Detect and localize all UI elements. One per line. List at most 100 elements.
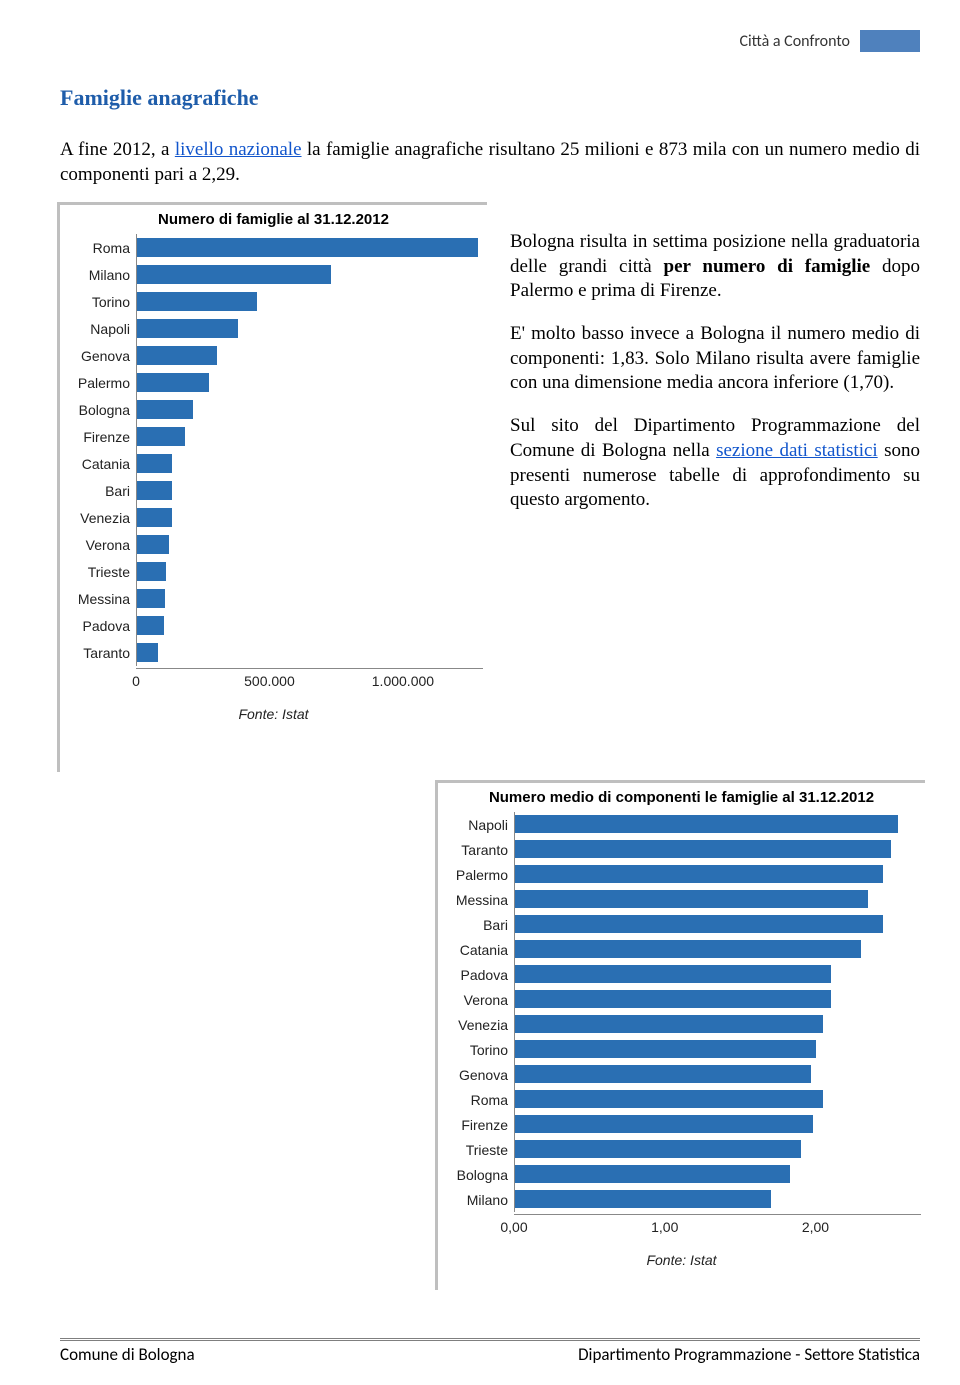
bar-area bbox=[136, 234, 483, 261]
bar bbox=[515, 940, 861, 958]
bar-label: Verona bbox=[442, 992, 514, 1008]
bar bbox=[515, 965, 831, 983]
bar-area bbox=[514, 1037, 921, 1062]
bar-row: Torino bbox=[442, 1037, 921, 1062]
bar-label: Trieste bbox=[442, 1142, 514, 1158]
body-link[interactable]: sezione dati statistici bbox=[716, 440, 878, 461]
bar-label: Palermo bbox=[64, 375, 136, 391]
bar-area bbox=[136, 639, 483, 666]
bar-area bbox=[136, 369, 483, 396]
bar-label: Padova bbox=[64, 618, 136, 634]
bar-row: Catania bbox=[64, 450, 483, 477]
bar bbox=[515, 1115, 813, 1133]
bar bbox=[137, 265, 331, 284]
axis-tick: 2,00 bbox=[802, 1219, 829, 1235]
bar-label: Taranto bbox=[442, 842, 514, 858]
chart-componenti: Numero medio di componenti le famiglie a… bbox=[435, 780, 925, 1290]
axis-tick: 1.000.000 bbox=[372, 673, 434, 689]
bar-row: Bologna bbox=[64, 396, 483, 423]
chart-famiglie: Numero di famiglie al 31.12.2012 RomaMil… bbox=[57, 202, 487, 772]
bar-row: Milano bbox=[442, 1187, 921, 1212]
body-p2: E' molto basso invece a Bologna il numer… bbox=[510, 322, 920, 396]
page-footer: Comune di Bologna Dipartimento Programma… bbox=[60, 1338, 920, 1365]
bar bbox=[137, 373, 209, 392]
bar-label: Messina bbox=[64, 591, 136, 607]
bar-label: Taranto bbox=[64, 645, 136, 661]
bar-area bbox=[514, 862, 921, 887]
bar-row: Venezia bbox=[64, 504, 483, 531]
bar bbox=[515, 815, 898, 833]
intro-paragraph: A fine 2012, a livello nazionale la fami… bbox=[60, 138, 920, 187]
bar-label: Milano bbox=[442, 1192, 514, 1208]
bar-area bbox=[136, 585, 483, 612]
bar-row: Firenze bbox=[442, 1112, 921, 1137]
bar-label: Napoli bbox=[442, 817, 514, 833]
bar-label: Roma bbox=[64, 240, 136, 256]
bar-row: Napoli bbox=[442, 812, 921, 837]
bar-label: Firenze bbox=[442, 1117, 514, 1133]
bar bbox=[515, 890, 868, 908]
bar-area bbox=[136, 504, 483, 531]
bar-area bbox=[514, 887, 921, 912]
bar-row: Messina bbox=[64, 585, 483, 612]
bar-label: Padova bbox=[442, 967, 514, 983]
bar-area bbox=[514, 1162, 921, 1187]
bar-area bbox=[514, 987, 921, 1012]
bar-label: Genova bbox=[442, 1067, 514, 1083]
bar-row: Genova bbox=[64, 342, 483, 369]
bar-row: Catania bbox=[442, 937, 921, 962]
bar-area bbox=[136, 315, 483, 342]
bar-area bbox=[136, 423, 483, 450]
bar-label: Torino bbox=[442, 1042, 514, 1058]
bar-area bbox=[514, 837, 921, 862]
axis-tick: 0 bbox=[132, 673, 140, 689]
bar-row: Messina bbox=[442, 887, 921, 912]
bar-row: Roma bbox=[64, 234, 483, 261]
bar-row: Bari bbox=[442, 912, 921, 937]
footer-right: Dipartimento Programmazione - Settore St… bbox=[578, 1344, 920, 1365]
bar-area bbox=[514, 1187, 921, 1212]
bar bbox=[515, 1165, 790, 1183]
bar-row: Torino bbox=[64, 288, 483, 315]
bar-label: Trieste bbox=[64, 564, 136, 580]
bar-row: Padova bbox=[442, 962, 921, 987]
bar bbox=[137, 481, 172, 500]
bar bbox=[137, 454, 172, 473]
bar bbox=[137, 562, 166, 581]
bar bbox=[137, 319, 238, 338]
bar-area bbox=[136, 450, 483, 477]
bar-row: Trieste bbox=[64, 558, 483, 585]
bar-area bbox=[136, 261, 483, 288]
bar-area bbox=[514, 937, 921, 962]
header-text: Città a Confronto bbox=[739, 32, 850, 51]
bar-label: Palermo bbox=[442, 867, 514, 883]
bar-label: Roma bbox=[442, 1092, 514, 1108]
section-title: Famiglie anagrafiche bbox=[60, 85, 259, 111]
bar-row: Genova bbox=[442, 1062, 921, 1087]
bar-area bbox=[514, 962, 921, 987]
bar-row: Trieste bbox=[442, 1137, 921, 1162]
bar-row: Padova bbox=[64, 612, 483, 639]
bar-row: Taranto bbox=[442, 837, 921, 862]
bar-area bbox=[136, 342, 483, 369]
footer-left: Comune di Bologna bbox=[60, 1344, 195, 1365]
page-header: Città a Confronto bbox=[739, 30, 920, 52]
body-text: Bologna risulta in settima posizione nel… bbox=[510, 230, 920, 531]
bar-area bbox=[136, 477, 483, 504]
intro-link[interactable]: livello nazionale bbox=[175, 139, 302, 160]
bar bbox=[137, 346, 217, 365]
bar-label: Bologna bbox=[442, 1167, 514, 1183]
body-p1: Bologna risulta in settima posizione nel… bbox=[510, 230, 920, 304]
axis-tick: 1,00 bbox=[651, 1219, 678, 1235]
bar-row: Firenze bbox=[64, 423, 483, 450]
bar-area bbox=[514, 1012, 921, 1037]
bar-row: Bologna bbox=[442, 1162, 921, 1187]
bar bbox=[137, 427, 185, 446]
bar bbox=[515, 990, 831, 1008]
bar bbox=[137, 238, 478, 257]
bar bbox=[137, 589, 165, 608]
chart1-title: Numero di famiglie al 31.12.2012 bbox=[64, 211, 483, 228]
bar-area bbox=[136, 531, 483, 558]
bar bbox=[137, 508, 172, 527]
bar-row: Palermo bbox=[442, 862, 921, 887]
